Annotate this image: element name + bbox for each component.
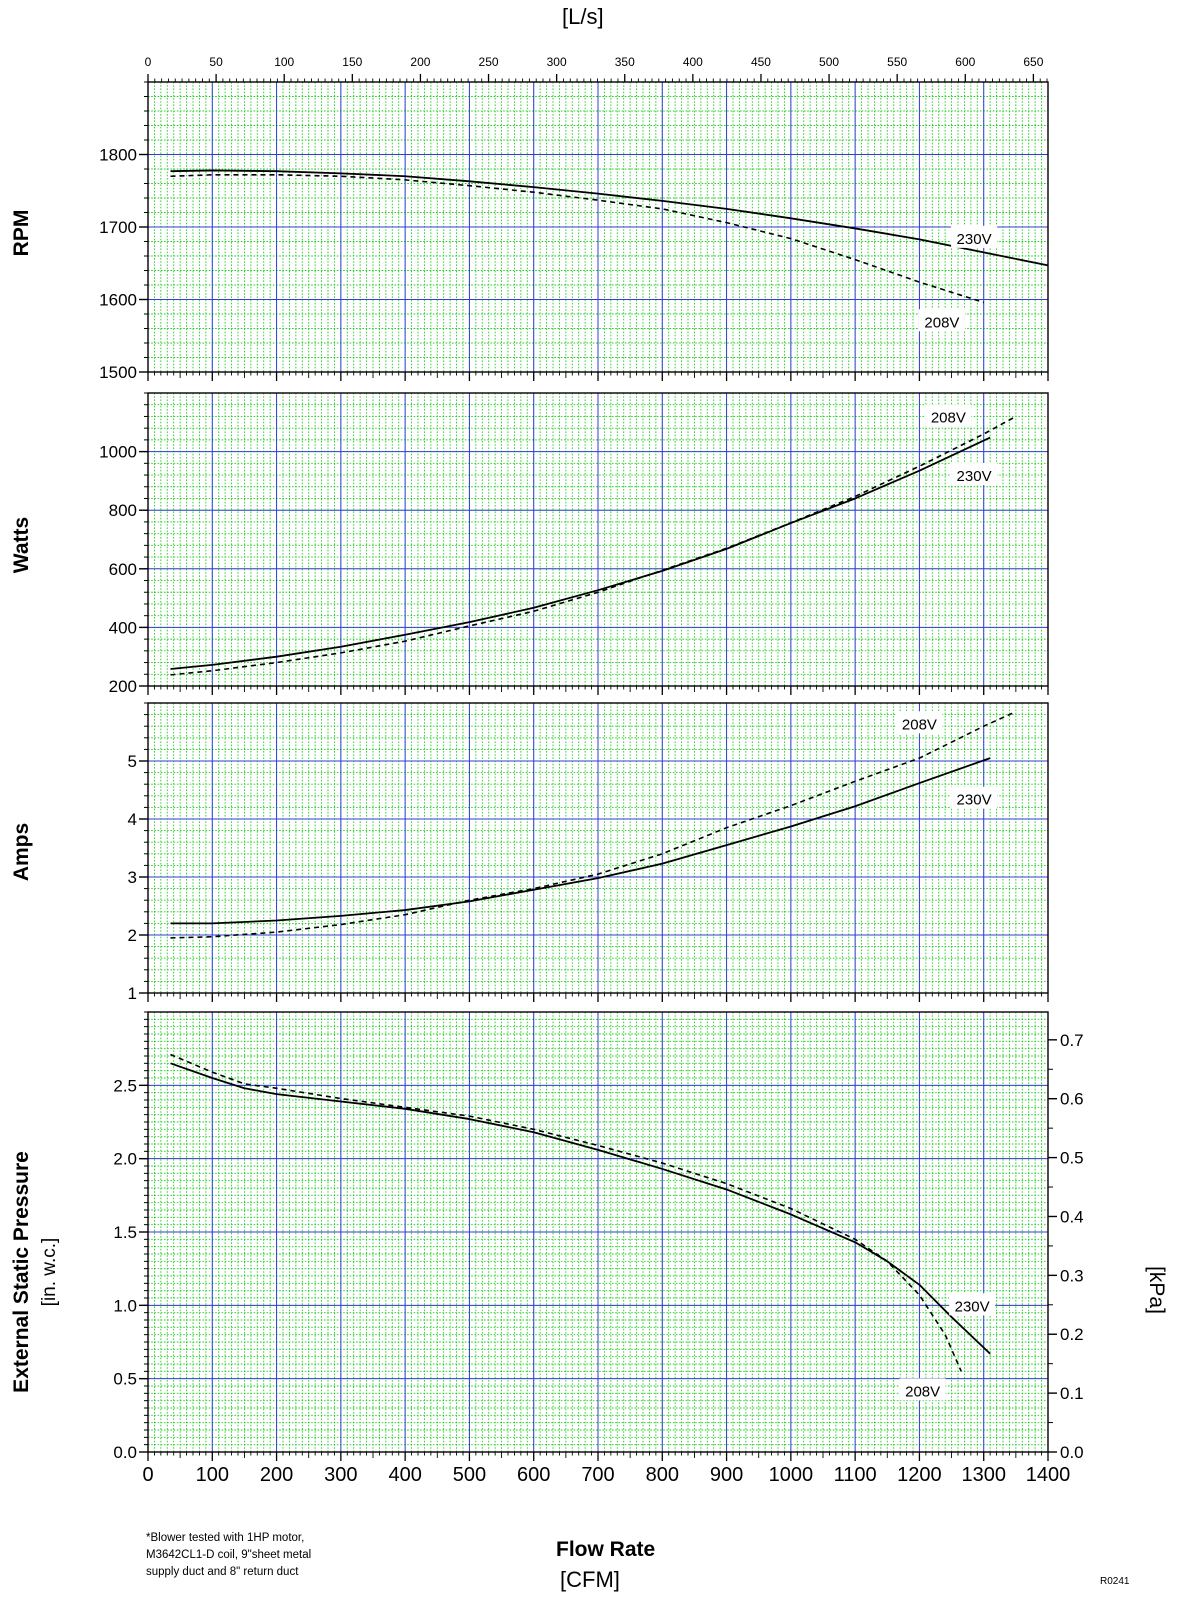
- top-axis-tick-label: 500: [819, 55, 839, 69]
- rpm-series-label: 230V: [957, 231, 992, 248]
- amps-label-bg: [951, 786, 998, 809]
- kpa-tick-label: 0.5: [1060, 1149, 1084, 1168]
- amps-y-tick-label: 4: [128, 810, 137, 829]
- amps-axis-title: Amps: [10, 822, 33, 882]
- amps-series-label: 208V: [902, 716, 937, 733]
- flow-rate-axis-title: Flow Rate: [556, 1538, 656, 1561]
- x-tick-label: 0: [142, 1464, 153, 1486]
- pressure-series-label: 208V: [905, 1383, 940, 1400]
- rpm-label-bg: [951, 225, 998, 248]
- pressure-y-tick-label: 2.0: [113, 1150, 137, 1169]
- rpm-axis-title: RPM: [10, 209, 33, 257]
- top-axis-tick-label: 100: [274, 55, 294, 69]
- kpa-tick-label: 0.1: [1060, 1384, 1084, 1403]
- amps-y-tick-label: 5: [128, 752, 137, 771]
- top-axis-tick-label: 450: [751, 55, 771, 69]
- top-axis-tick-label: 250: [479, 55, 499, 69]
- kpa-axis-unit: [kPa]: [1145, 1266, 1168, 1314]
- x-tick-label: 500: [453, 1464, 486, 1486]
- pressure-y-tick-label: 2.5: [113, 1076, 137, 1095]
- top-axis-tick-label: 400: [683, 55, 703, 69]
- top-axis-tick-label: 300: [547, 55, 567, 69]
- flow-rate-axis-unit: [CFM]: [560, 1567, 620, 1592]
- top-axis-tick-label: 350: [615, 55, 635, 69]
- x-tick-label: 1000: [769, 1464, 814, 1486]
- amps-curve-208v: [170, 710, 1017, 939]
- rpm-y-tick-label: 1600: [99, 291, 137, 310]
- top-axis-tick-label: 150: [342, 55, 362, 69]
- x-tick-label: 900: [710, 1464, 743, 1486]
- test-conditions-footnote: *Blower tested with 1HP motor, M3642CL1-…: [146, 1530, 406, 1581]
- watts-curve-230v: [170, 436, 991, 670]
- amps-y-tick-label: 3: [128, 868, 137, 887]
- x-tick-label: 200: [260, 1464, 293, 1486]
- amps-minor-grid-vertical: [153, 703, 1043, 993]
- pressure-y-tick-label: 0.0: [113, 1443, 137, 1462]
- watts-axis-title: Watts: [10, 516, 33, 574]
- x-tick-label: 1300: [961, 1464, 1006, 1486]
- kpa-tick-label: 0.0: [1060, 1443, 1084, 1462]
- amps-y-tick-label: 2: [128, 926, 137, 945]
- x-tick-label: 1200: [897, 1464, 942, 1486]
- pressure-y-tick-label: 1.5: [113, 1223, 137, 1242]
- reference-code: R0241: [1100, 1576, 1130, 1587]
- top-axis-tick-label: 50: [209, 55, 223, 69]
- amps-series-label: 230V: [957, 792, 992, 809]
- rpm-y-tick-label: 1800: [99, 146, 137, 165]
- watts-series-label: 230V: [957, 468, 992, 485]
- kpa-tick-label: 0.6: [1060, 1090, 1084, 1109]
- x-tick-label: 800: [646, 1464, 679, 1486]
- amps-y-tick-label: 1: [128, 984, 137, 1003]
- pressure-axis-unit: [in. w.c.]: [39, 1237, 60, 1307]
- pressure-label-bg: [949, 1293, 996, 1316]
- watts-label-bg: [951, 463, 998, 486]
- rpm-label-bg: [918, 309, 965, 332]
- top-axis-tick-label: 550: [887, 55, 907, 69]
- x-tick-label: 300: [324, 1464, 357, 1486]
- x-tick-label: 1400: [1026, 1464, 1071, 1486]
- top-axis-tick-label: 0: [145, 55, 152, 69]
- top-axis-tick-label: 600: [955, 55, 975, 69]
- pressure-y-tick-label: 1.0: [113, 1296, 137, 1315]
- x-tick-label: 400: [388, 1464, 421, 1486]
- pressure-curve-208v: [170, 1053, 962, 1372]
- watts-y-tick-label: 400: [109, 618, 137, 637]
- top-axis-tick-label: 200: [410, 55, 430, 69]
- pressure-curve-230v: [170, 1062, 991, 1355]
- pressure-y-tick-label: 0.5: [113, 1370, 137, 1389]
- kpa-tick-label: 0.7: [1060, 1031, 1084, 1050]
- x-tick-label: 600: [517, 1464, 550, 1486]
- amps-curve-230v: [170, 757, 991, 925]
- rpm-curve-230v: [170, 169, 1049, 267]
- kpa-tick-label: 0.3: [1060, 1266, 1084, 1285]
- rpm-y-tick-label: 1700: [99, 218, 137, 237]
- footnote-line: M3642CL1-D coil, 9"sheet metal: [146, 1549, 312, 1561]
- rpm-y-tick-label: 1500: [99, 363, 137, 382]
- watts-y-tick-label: 600: [109, 560, 137, 579]
- rpm-series-label: 208V: [924, 314, 959, 331]
- watts-label-bg: [925, 404, 972, 427]
- kpa-tick-label: 0.4: [1060, 1207, 1084, 1226]
- watts-y-tick-label: 1000: [99, 443, 137, 462]
- watts-series-label: 208V: [931, 409, 966, 426]
- pressure-label-bg: [899, 1378, 946, 1401]
- footnote-line: *Blower tested with 1HP motor,: [146, 1532, 305, 1544]
- x-tick-label: 700: [581, 1464, 614, 1486]
- watts-y-tick-label: 200: [109, 677, 137, 696]
- x-tick-label: 100: [196, 1464, 229, 1486]
- top-axis-tick-label: 650: [1023, 55, 1043, 69]
- rpm-curve-208v: [170, 174, 984, 304]
- top-axis-unit-label: [L/s]: [562, 4, 604, 29]
- amps-label-bg: [896, 711, 943, 734]
- pressure-axis-title: External Static Pressure: [10, 1151, 33, 1393]
- watts-y-tick-label: 800: [109, 501, 137, 520]
- pressure-series-label: 230V: [955, 1298, 990, 1315]
- watts-curve-208v: [170, 415, 1017, 676]
- kpa-tick-label: 0.2: [1060, 1325, 1084, 1344]
- footnote-line: supply duct and 8" return duct: [146, 1566, 299, 1578]
- x-tick-label: 1100: [834, 1464, 877, 1486]
